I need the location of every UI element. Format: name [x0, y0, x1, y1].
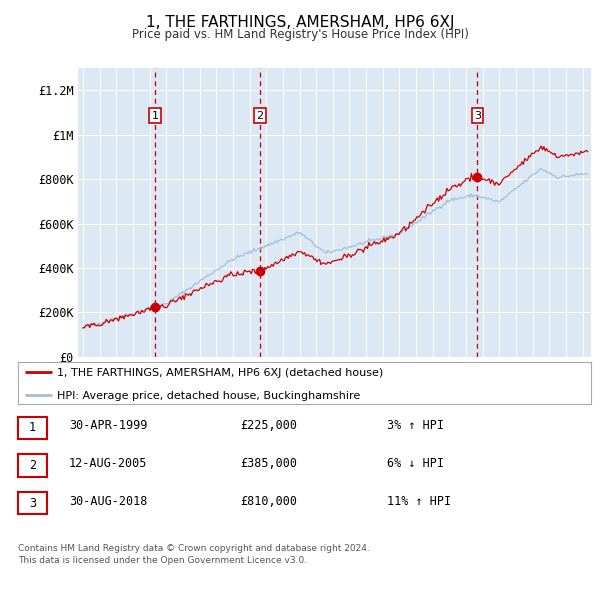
- Text: 2: 2: [256, 111, 263, 121]
- Text: 30-APR-1999: 30-APR-1999: [69, 419, 148, 432]
- Text: 1, THE FARTHINGS, AMERSHAM, HP6 6XJ: 1, THE FARTHINGS, AMERSHAM, HP6 6XJ: [146, 15, 454, 30]
- Text: 1: 1: [29, 421, 36, 434]
- Text: £810,000: £810,000: [240, 495, 297, 508]
- Text: HPI: Average price, detached house, Buckinghamshire: HPI: Average price, detached house, Buck…: [57, 391, 360, 401]
- Text: 1, THE FARTHINGS, AMERSHAM, HP6 6XJ (detached house): 1, THE FARTHINGS, AMERSHAM, HP6 6XJ (det…: [57, 368, 383, 378]
- Text: 3: 3: [29, 497, 36, 510]
- Text: 3% ↑ HPI: 3% ↑ HPI: [387, 419, 444, 432]
- Text: 30-AUG-2018: 30-AUG-2018: [69, 495, 148, 508]
- Text: Price paid vs. HM Land Registry's House Price Index (HPI): Price paid vs. HM Land Registry's House …: [131, 28, 469, 41]
- Text: 1: 1: [152, 111, 158, 121]
- Text: 3: 3: [474, 111, 481, 121]
- Text: 11% ↑ HPI: 11% ↑ HPI: [387, 495, 451, 508]
- Text: 6% ↓ HPI: 6% ↓ HPI: [387, 457, 444, 470]
- Text: 2: 2: [29, 459, 36, 472]
- Text: 12-AUG-2005: 12-AUG-2005: [69, 457, 148, 470]
- Text: £225,000: £225,000: [240, 419, 297, 432]
- Text: This data is licensed under the Open Government Licence v3.0.: This data is licensed under the Open Gov…: [18, 556, 307, 565]
- Text: £385,000: £385,000: [240, 457, 297, 470]
- Text: Contains HM Land Registry data © Crown copyright and database right 2024.: Contains HM Land Registry data © Crown c…: [18, 545, 370, 553]
